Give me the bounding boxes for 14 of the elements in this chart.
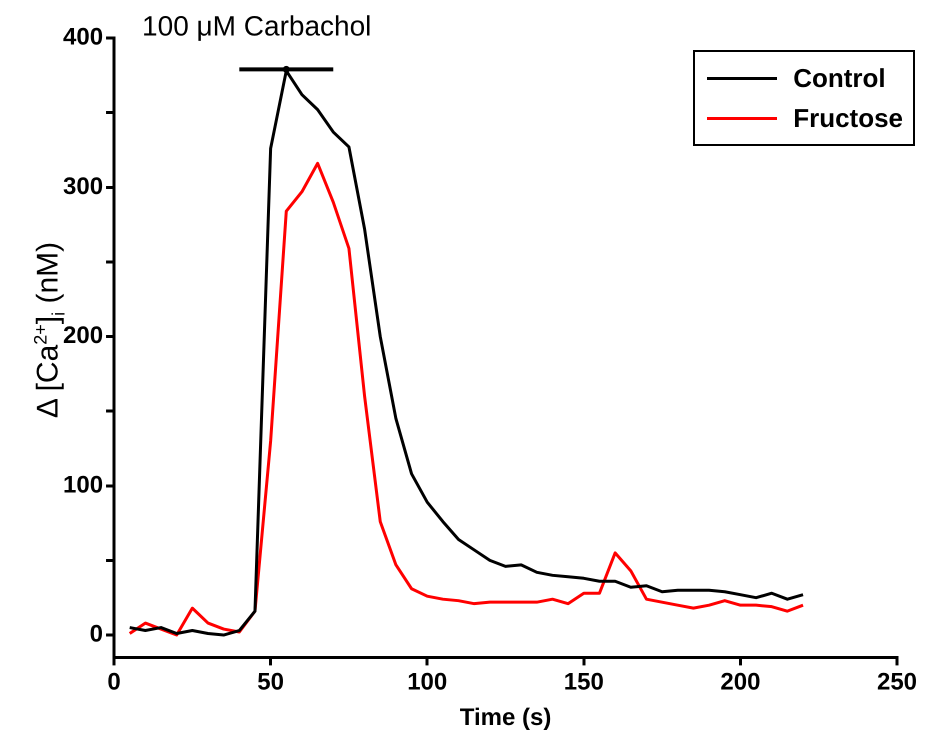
y-tick-label: 100 xyxy=(62,471,104,498)
annotation: 100 μM Carbachol xyxy=(142,10,372,42)
x-tick-label: 50 xyxy=(257,668,284,696)
x-tick-label: 0 xyxy=(107,668,121,696)
x-tick-label: 150 xyxy=(564,668,604,696)
legend-label: Fructose xyxy=(793,102,903,134)
x-axis-title: Time (s) xyxy=(460,704,552,732)
x-tick-label: 250 xyxy=(876,668,918,696)
y-tick-label: 0 xyxy=(90,620,104,648)
y-tick-label: 400 xyxy=(62,24,104,51)
y-tick-label: 300 xyxy=(62,172,104,200)
legend-label: Control xyxy=(793,62,886,94)
x-tick-label: 100 xyxy=(407,668,448,696)
x-tick-label: 200 xyxy=(720,668,760,696)
